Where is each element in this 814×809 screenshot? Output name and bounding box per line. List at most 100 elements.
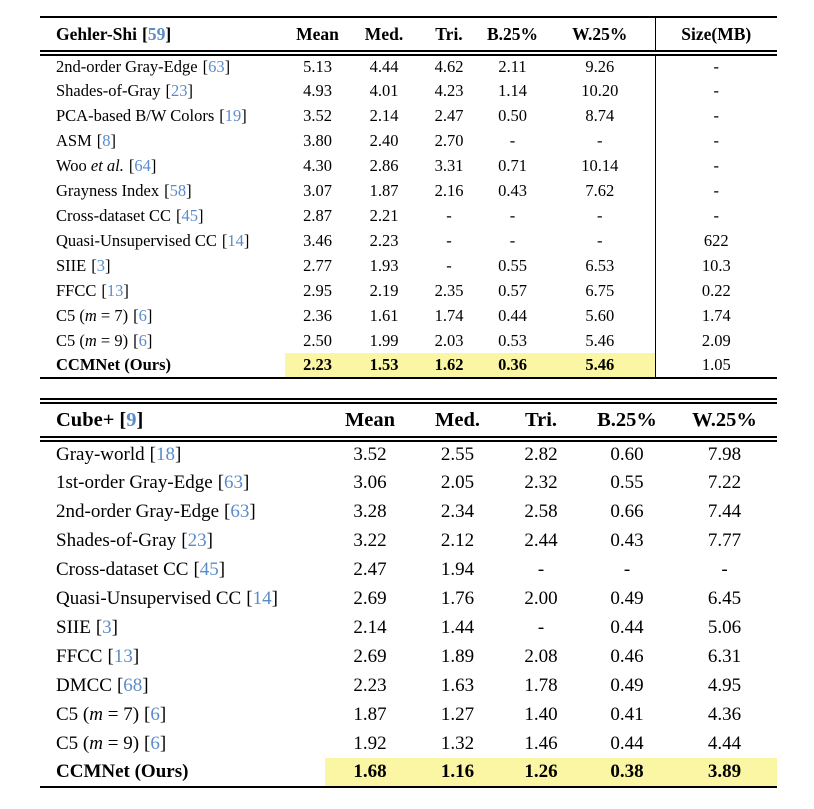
gehler-shi-table-body: 2nd-order Gray-Edge [63] 5.13 4.44 4.62 2.11 9… (40, 53, 777, 378)
citation-link[interactable]: 6 (150, 732, 160, 754)
citation-link[interactable]: 14 (252, 587, 272, 609)
citation-link[interactable]: 23 (187, 529, 207, 551)
metric-value-cell: 1.26 (500, 758, 582, 787)
metric-value-cell: - (623, 558, 631, 580)
method-name-segment: SIIE (56, 616, 91, 638)
metric-value-cell: 4.01 (369, 80, 399, 100)
table-row: ASM [8] 3.80 2.40 2.70 - - - (40, 128, 777, 153)
metric-value-cell: 3.06 (353, 471, 387, 493)
size-value-cell: 1.74 (654, 303, 777, 328)
metric-column-header: B.25% (480, 17, 545, 56)
metric-value-cell: 5.06 (707, 616, 742, 638)
metric-value-cell: 2.69 (353, 587, 387, 609)
cite-bracket-close: ] (142, 674, 149, 696)
citation-link[interactable]: 45 (181, 205, 199, 225)
citation-link[interactable]: 23 (170, 80, 188, 100)
citation-link[interactable]: 63 (230, 500, 250, 522)
table-row: 2nd-order Gray-Edge [63] 3.28 2.34 2.58 0.66 7… (40, 497, 777, 526)
citation-link[interactable]: 19 (224, 105, 242, 125)
metric-value-cell: 1.32 (440, 732, 475, 754)
cite-bracket-open: [ (144, 703, 151, 725)
method-name-segment: m (84, 305, 97, 325)
metric-value-cell: 1.16 (415, 758, 500, 787)
metric-value-cell: 0.46 (610, 645, 644, 667)
cite-bracket-open: [ (224, 500, 231, 522)
method-name-cell: Cross-dataset CC [45] (40, 555, 325, 584)
cite-bracket-close: ] (243, 230, 250, 250)
method-name-segment: CCMNet (Ours) (56, 355, 172, 374)
method-name-segment: CCMNet (Ours) (56, 761, 189, 782)
metric-value-cell: 1.99 (369, 330, 399, 350)
citation-link[interactable]: 14 (227, 230, 244, 250)
citation-link[interactable]: 18 (155, 444, 175, 465)
header-row: Gehler-Shi [59] Mean Med. Tri. B.25% W.25% Size… (40, 17, 777, 56)
method-name-cell: 1st-order Gray-Edge [63] (40, 468, 325, 497)
cite-bracket-open: [ (144, 732, 151, 754)
method-name-segment: Gray-world (56, 444, 145, 465)
citation-link[interactable]: 13 (106, 280, 124, 300)
citation-link[interactable]: 64 (134, 155, 151, 175)
citation-link[interactable]: 6 (138, 305, 147, 325)
metric-value-cell: 1.63 (440, 674, 475, 696)
method-name-segment: 2nd-order Gray-Edge (56, 57, 198, 76)
metric-value-cell: 5.60 (585, 305, 615, 325)
method-name-cell: CCMNet (Ours) (40, 353, 285, 378)
metric-value-cell: 5.46 (585, 330, 615, 350)
method-name-segment: ASM (56, 130, 92, 150)
table-row: CCMNet (Ours) 2.23 1.53 1.62 0.36 5.46 1.05 (40, 353, 777, 378)
citation-link[interactable]: 59 (147, 23, 166, 44)
metric-value-cell: 2.40 (369, 130, 399, 150)
table-row: Shades-of-Gray [23] 4.93 4.01 4.23 1.14 10.20 - (40, 78, 777, 103)
method-name-cell: Quasi-Unsupervised CC [14] (40, 228, 285, 253)
cite-bracket-open: [ (116, 674, 124, 696)
citation-link[interactable]: 58 (169, 180, 187, 200)
metric-value-cell: 2.23 (369, 230, 399, 250)
metric-value-cell: 2.70 (434, 130, 464, 150)
metric-value-cell: 0.43 (610, 529, 644, 551)
metric-column-header: Med. (350, 17, 418, 56)
method-name-segment: Shades-of-Gray (56, 529, 177, 551)
citation-link[interactable]: 6 (150, 703, 160, 725)
gehler-shi-results-table: Gehler-Shi [59] Mean Med. Tri. B.25% W.25% Size… (40, 16, 777, 379)
metric-value-cell: 3.07 (303, 180, 332, 200)
table-row: Quasi-Unsupervised CC [14] 3.46 2.23 - - - 622 (40, 228, 777, 253)
cite-bracket-open: [ (246, 587, 253, 609)
metric-value-cell: - (509, 130, 516, 150)
method-name-cell: SIIE [3] (40, 253, 285, 278)
cite-bracket-close: ] (224, 57, 231, 76)
citation-link[interactable]: 45 (199, 558, 219, 580)
method-name-cell: Gray-world [18] (40, 439, 325, 468)
metric-value-cell: 7.22 (707, 471, 742, 493)
size-value-cell: 0.22 (654, 278, 777, 303)
method-name-segment: Quasi-Unsupervised CC (56, 587, 242, 609)
gehler-shi-table-header: Gehler-Shi [59] Mean Med. Tri. B.25% W.25% Size… (40, 17, 777, 56)
table-row: Shades-of-Gray [23] 3.22 2.12 2.44 0.43 7.77 (40, 526, 777, 555)
citation-link[interactable]: 13 (113, 645, 133, 667)
citation-link[interactable]: 8 (102, 130, 111, 150)
citation-link[interactable]: 63 (224, 471, 244, 493)
citation-link[interactable]: 63 (208, 57, 225, 76)
method-name-cell: C5 (m = 7) [6] (40, 700, 325, 729)
citation-link[interactable]: 3 (102, 616, 112, 638)
citation-link[interactable]: 9 (126, 408, 137, 431)
metric-value-cell: 2.03 (434, 330, 464, 350)
metric-value-cell: 3.52 (303, 105, 332, 125)
dataset-name: Gehler-Shi (56, 23, 138, 44)
method-name-cell: DMCC [68] (40, 671, 325, 700)
table-row: Cross-dataset CC [45] 2.47 1.94 - - - (40, 555, 777, 584)
citation-link[interactable]: 68 (123, 674, 143, 696)
metric-value-cell: 1.61 (369, 305, 399, 325)
metric-value-cell: - (597, 230, 603, 250)
method-name-cell: Shades-of-Gray [23] (40, 526, 325, 555)
metric-value-cell: 2.44 (524, 529, 558, 551)
metric-value-cell: 2.00 (524, 587, 558, 609)
citation-link[interactable]: 3 (96, 255, 105, 275)
cite-bracket-close: ] (271, 587, 278, 609)
metric-value-cell: 2.14 (353, 616, 387, 638)
citation-link[interactable]: 6 (138, 330, 147, 350)
method-name-cell: Grayness Index [58] (40, 178, 285, 203)
metric-column-header: B.25% (582, 401, 672, 442)
cite-bracket-open: [ (96, 130, 103, 150)
method-name-segment: DMCC (56, 674, 112, 696)
cite-bracket-open: [ (181, 529, 188, 551)
